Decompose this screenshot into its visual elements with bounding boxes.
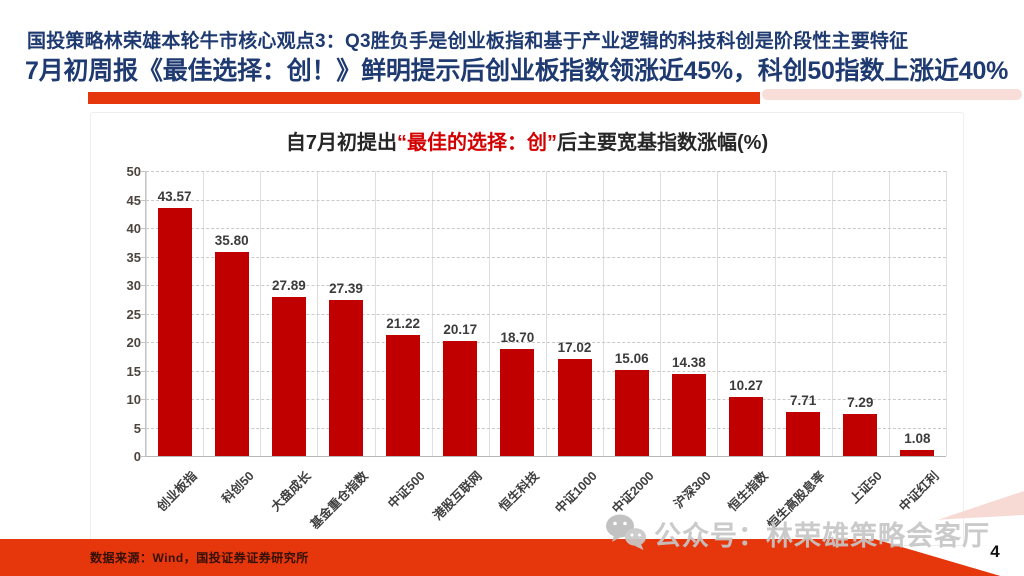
bar-value-label: 7.71	[790, 393, 817, 409]
y-axis-tick-label: 35	[126, 249, 141, 265]
bar-value-label: 1.08	[904, 430, 931, 446]
horizontal-gridline	[146, 313, 946, 315]
plot-area: 0 5 10 15 20 25 30 35 40 45 50 43.57 创业板指 35.80 科创50 27…	[127, 165, 947, 532]
bar-value-label: 10.27	[729, 378, 763, 394]
y-axis-tick-label: 50	[126, 164, 141, 179]
y-axis-tick-label: 25	[126, 306, 141, 322]
chart: 自7月初提出“最佳的选择：创”后主要宽基指数涨幅(%) 0 5 10 15 20 25 30…	[90, 112, 964, 546]
chart-bar	[557, 359, 592, 456]
header-faint-rule	[762, 89, 1022, 100]
bar-value-label: 43.57	[157, 188, 192, 204]
vertical-gridline	[946, 171, 947, 456]
horizontal-gridline	[146, 399, 946, 400]
bar-value-label: 14.38	[671, 355, 706, 371]
y-axis-tick-label: 30	[126, 278, 141, 293]
x-axis-category-label: 恒生高股息率	[764, 468, 828, 532]
y-axis-tick-label: 45	[126, 192, 141, 208]
x-axis-category-label: 中证2000	[609, 468, 657, 517]
header-line-1: 国投策略林荣雄本轮牛市核心观点3：Q3胜负手是创业板指和基于产业逻辑的科技科创是…	[27, 31, 909, 52]
y-axis-tick	[141, 199, 146, 201]
bar-value-label: 18.70	[500, 330, 535, 346]
x-axis-category-label: 中证500	[385, 468, 428, 512]
y-axis-tick	[141, 313, 146, 315]
bar-value-label: 21.22	[386, 316, 421, 332]
bar-value-label: 27.89	[271, 278, 306, 294]
chart-title-highlight: “最佳的选择：创”	[397, 132, 557, 154]
bar-value-label: 27.39	[329, 280, 363, 296]
bar-value-label: 17.02	[557, 340, 592, 355]
y-axis-tick	[141, 256, 146, 258]
horizontal-gridline	[146, 285, 946, 286]
footer-red-band	[0, 539, 1001, 576]
horizontal-gridline	[146, 171, 946, 172]
chart-bar	[900, 449, 935, 456]
chart-bar	[729, 397, 763, 456]
bar-value-label: 35.80	[214, 232, 249, 248]
x-axis-category-label: 上证50	[847, 468, 886, 507]
chart-title-prefix: 自7月初提出	[285, 132, 397, 154]
x-axis-category-label: 恒生科技	[496, 468, 543, 515]
y-axis-tick	[141, 228, 146, 229]
horizontal-gridline	[146, 228, 946, 229]
chart-bar	[271, 297, 306, 456]
x-axis-category-label: 沪深300	[671, 468, 714, 512]
chart-bar	[329, 299, 363, 456]
horizontal-gridline	[146, 256, 946, 258]
chart-bar	[671, 374, 706, 456]
x-axis-category-label: 中证1000	[552, 468, 600, 517]
x-axis-category-label: 港股互联网	[430, 468, 486, 523]
y-axis-tick	[141, 399, 146, 400]
chart-bar	[157, 207, 192, 456]
chart-bar	[614, 370, 649, 456]
chart-bar	[786, 412, 821, 456]
y-axis-tick	[141, 285, 146, 286]
x-axis-category-label: 中证红利	[896, 468, 943, 515]
x-axis-category-label: 恒生指数	[725, 468, 771, 515]
y-axis-tick-label: 0	[133, 449, 141, 464]
y-axis-tick	[141, 171, 146, 172]
header-red-rule	[88, 92, 760, 104]
y-axis-tick-label: 20	[126, 335, 141, 350]
y-axis-tick-label: 5	[133, 420, 141, 436]
horizontal-gridline	[146, 342, 946, 343]
x-axis-category-label: 创业板指	[154, 468, 200, 515]
page-number: 4	[990, 542, 1000, 561]
chart-bar	[443, 341, 478, 456]
bar-value-label: 7.29	[847, 395, 874, 411]
horizontal-gridline	[146, 199, 946, 201]
y-axis-tick-label: 40	[126, 221, 141, 236]
horizontal-gridline	[146, 370, 946, 372]
chart-title-suffix: 后主要宽基指数涨幅(%)	[557, 132, 769, 154]
y-axis-tick	[141, 456, 146, 457]
x-axis-category-label: 基金重仓指数	[307, 468, 371, 532]
y-axis-tick	[141, 427, 146, 429]
data-source-note: 数据来源：Wind，国投证券证券研究所	[90, 551, 309, 565]
horizontal-gridline	[146, 427, 946, 429]
bar-value-label: 20.17	[443, 322, 478, 338]
chart-title: 自7月初提出“最佳的选择：创”后主要宽基指数涨幅(%)	[91, 126, 963, 155]
bar-value-label: 15.06	[614, 351, 649, 367]
chart-bar	[500, 349, 535, 456]
y-axis-tick-label: 15	[126, 363, 141, 379]
chart-bar	[214, 251, 249, 456]
y-axis-tick	[141, 370, 146, 372]
x-axis-line	[146, 456, 946, 457]
y-axis-tick	[141, 342, 146, 343]
chart-bar	[843, 414, 878, 456]
x-axis-category-label: 科创50	[219, 468, 257, 507]
y-axis-tick-label: 10	[126, 392, 141, 407]
chart-bar	[386, 335, 421, 456]
header-line-2: 7月初周报《最佳选择：创！》鲜明提示后创业板指数领涨近45%，科创50指数上涨近…	[25, 57, 1009, 85]
x-axis-category-label: 大盘成长	[268, 468, 314, 515]
